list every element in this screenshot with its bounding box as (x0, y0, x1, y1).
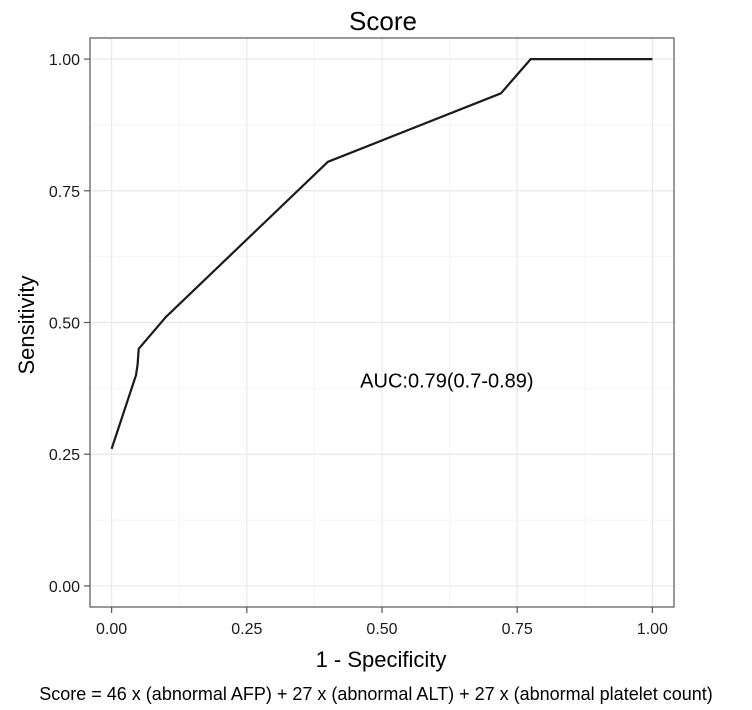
chart-title: Score (349, 6, 417, 36)
y-tick-label: 0.25 (49, 447, 80, 464)
auc-annotation: AUC:0.79(0.7-0.89) (360, 370, 533, 392)
x-tick-label: 1.00 (637, 621, 668, 638)
series-layer (110, 57, 653, 450)
tick-layer: 0.00 0.25 0.50 0.75 1.00 0.00 0.25 0.50 0.75 1.00 (49, 52, 668, 638)
x-tick-label: 0.25 (231, 621, 262, 638)
y-tick-label: 0.00 (49, 579, 80, 596)
y-tick-label: 1.00 (49, 52, 80, 69)
x-axis-title: 1 - Specificity (316, 647, 447, 672)
x-tick-label: 0.00 (96, 621, 127, 638)
roc-curve-line (110, 57, 653, 450)
x-tick-label: 0.75 (502, 621, 533, 638)
grid-layer (90, 38, 674, 607)
y-tick-label: 0.50 (49, 316, 80, 333)
y-axis-title: Sensitivity (14, 275, 39, 374)
figure-caption: Score = 46 x (abnormal AFP) + 27 x (abno… (39, 684, 713, 704)
x-tick-label: 0.50 (366, 621, 397, 638)
annotation-layer: AUC:0.79(0.7-0.89) (360, 370, 533, 392)
y-tick-label: 0.75 (49, 184, 80, 201)
